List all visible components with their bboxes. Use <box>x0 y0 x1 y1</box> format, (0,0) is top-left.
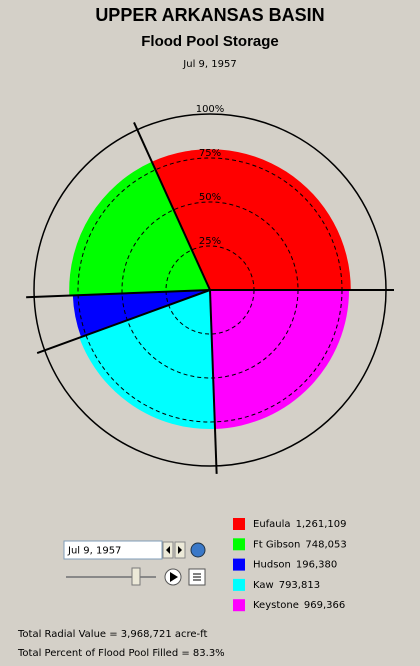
plot-area: 25% 50% 75% 100% <box>26 104 394 474</box>
wedge <box>151 149 351 290</box>
sector-divider <box>209 289 218 474</box>
sector-divider <box>36 289 211 355</box>
prev-icon <box>166 546 170 554</box>
wedge <box>69 161 210 296</box>
play-icon <box>170 572 178 582</box>
legend-swatch <box>233 558 245 571</box>
ring-label: 25% <box>199 236 221 247</box>
chart-title: UPPER ARKANSAS BASIN <box>95 5 324 25</box>
ring-label: 100% <box>196 104 225 115</box>
slider-thumb[interactable] <box>131 567 141 586</box>
date-field-text: Jul 9, 1957 <box>67 546 121 557</box>
legend-name: Kaw <box>253 580 274 591</box>
legend-value: 748,053 <box>305 539 346 550</box>
legend-name: Ft Gibson <box>253 539 300 550</box>
chart-date: Jul 9, 1957 <box>182 59 236 70</box>
legend-value: 1,261,109 <box>296 519 347 530</box>
legend-swatch <box>233 518 245 530</box>
legend-name: Keystone <box>253 600 299 611</box>
total-radial: Total Radial Value = 3,968,721 acre-ft <box>17 629 207 640</box>
chart-subtitle: Flood Pool Storage <box>141 33 279 50</box>
next-icon <box>178 546 182 554</box>
wedge <box>210 290 350 429</box>
legend: Eufaula 1,261,109 Ft Gibson 748,053 Hudson 19… <box>233 518 347 612</box>
legend-swatch <box>233 538 245 551</box>
globe-button[interactable] <box>190 542 206 558</box>
legend-value: 969,366 <box>304 600 345 611</box>
wedge <box>79 290 216 430</box>
legend-value: 196,380 <box>296 560 337 571</box>
ring-label: 75% <box>199 148 221 159</box>
sector-divider <box>133 122 211 291</box>
report-icon <box>193 573 201 581</box>
legend-name: Hudson <box>253 560 291 571</box>
sector-divider <box>26 289 211 299</box>
total-percent: Total Percent of Flood Pool Filled = 83.… <box>17 648 225 659</box>
legend-name: Eufaula <box>253 519 291 530</box>
legend-swatch <box>233 599 245 612</box>
legend-value: 793,813 <box>279 580 320 591</box>
date-field[interactable] <box>63 540 163 560</box>
legend-swatch <box>233 578 245 591</box>
ring-label: 50% <box>199 192 221 203</box>
